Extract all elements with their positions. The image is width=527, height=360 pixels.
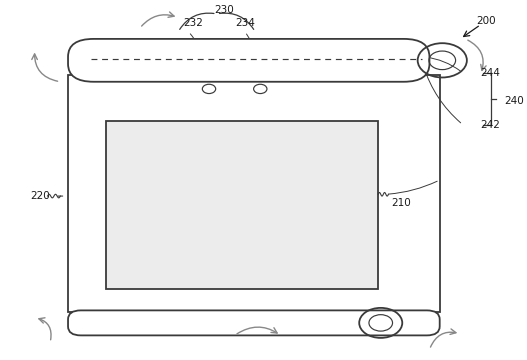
- FancyBboxPatch shape: [68, 39, 430, 82]
- Text: 234: 234: [235, 18, 255, 28]
- Text: 232: 232: [184, 18, 203, 28]
- Text: 240: 240: [504, 96, 523, 107]
- Bar: [68, 75, 440, 312]
- Text: 242: 242: [481, 120, 501, 130]
- Text: 230: 230: [214, 5, 235, 15]
- Text: 210: 210: [391, 198, 411, 208]
- Text: 220: 220: [30, 191, 50, 201]
- Text: 244: 244: [481, 68, 501, 78]
- FancyBboxPatch shape: [68, 310, 440, 336]
- Text: 200: 200: [476, 16, 496, 26]
- Bar: [106, 121, 378, 289]
